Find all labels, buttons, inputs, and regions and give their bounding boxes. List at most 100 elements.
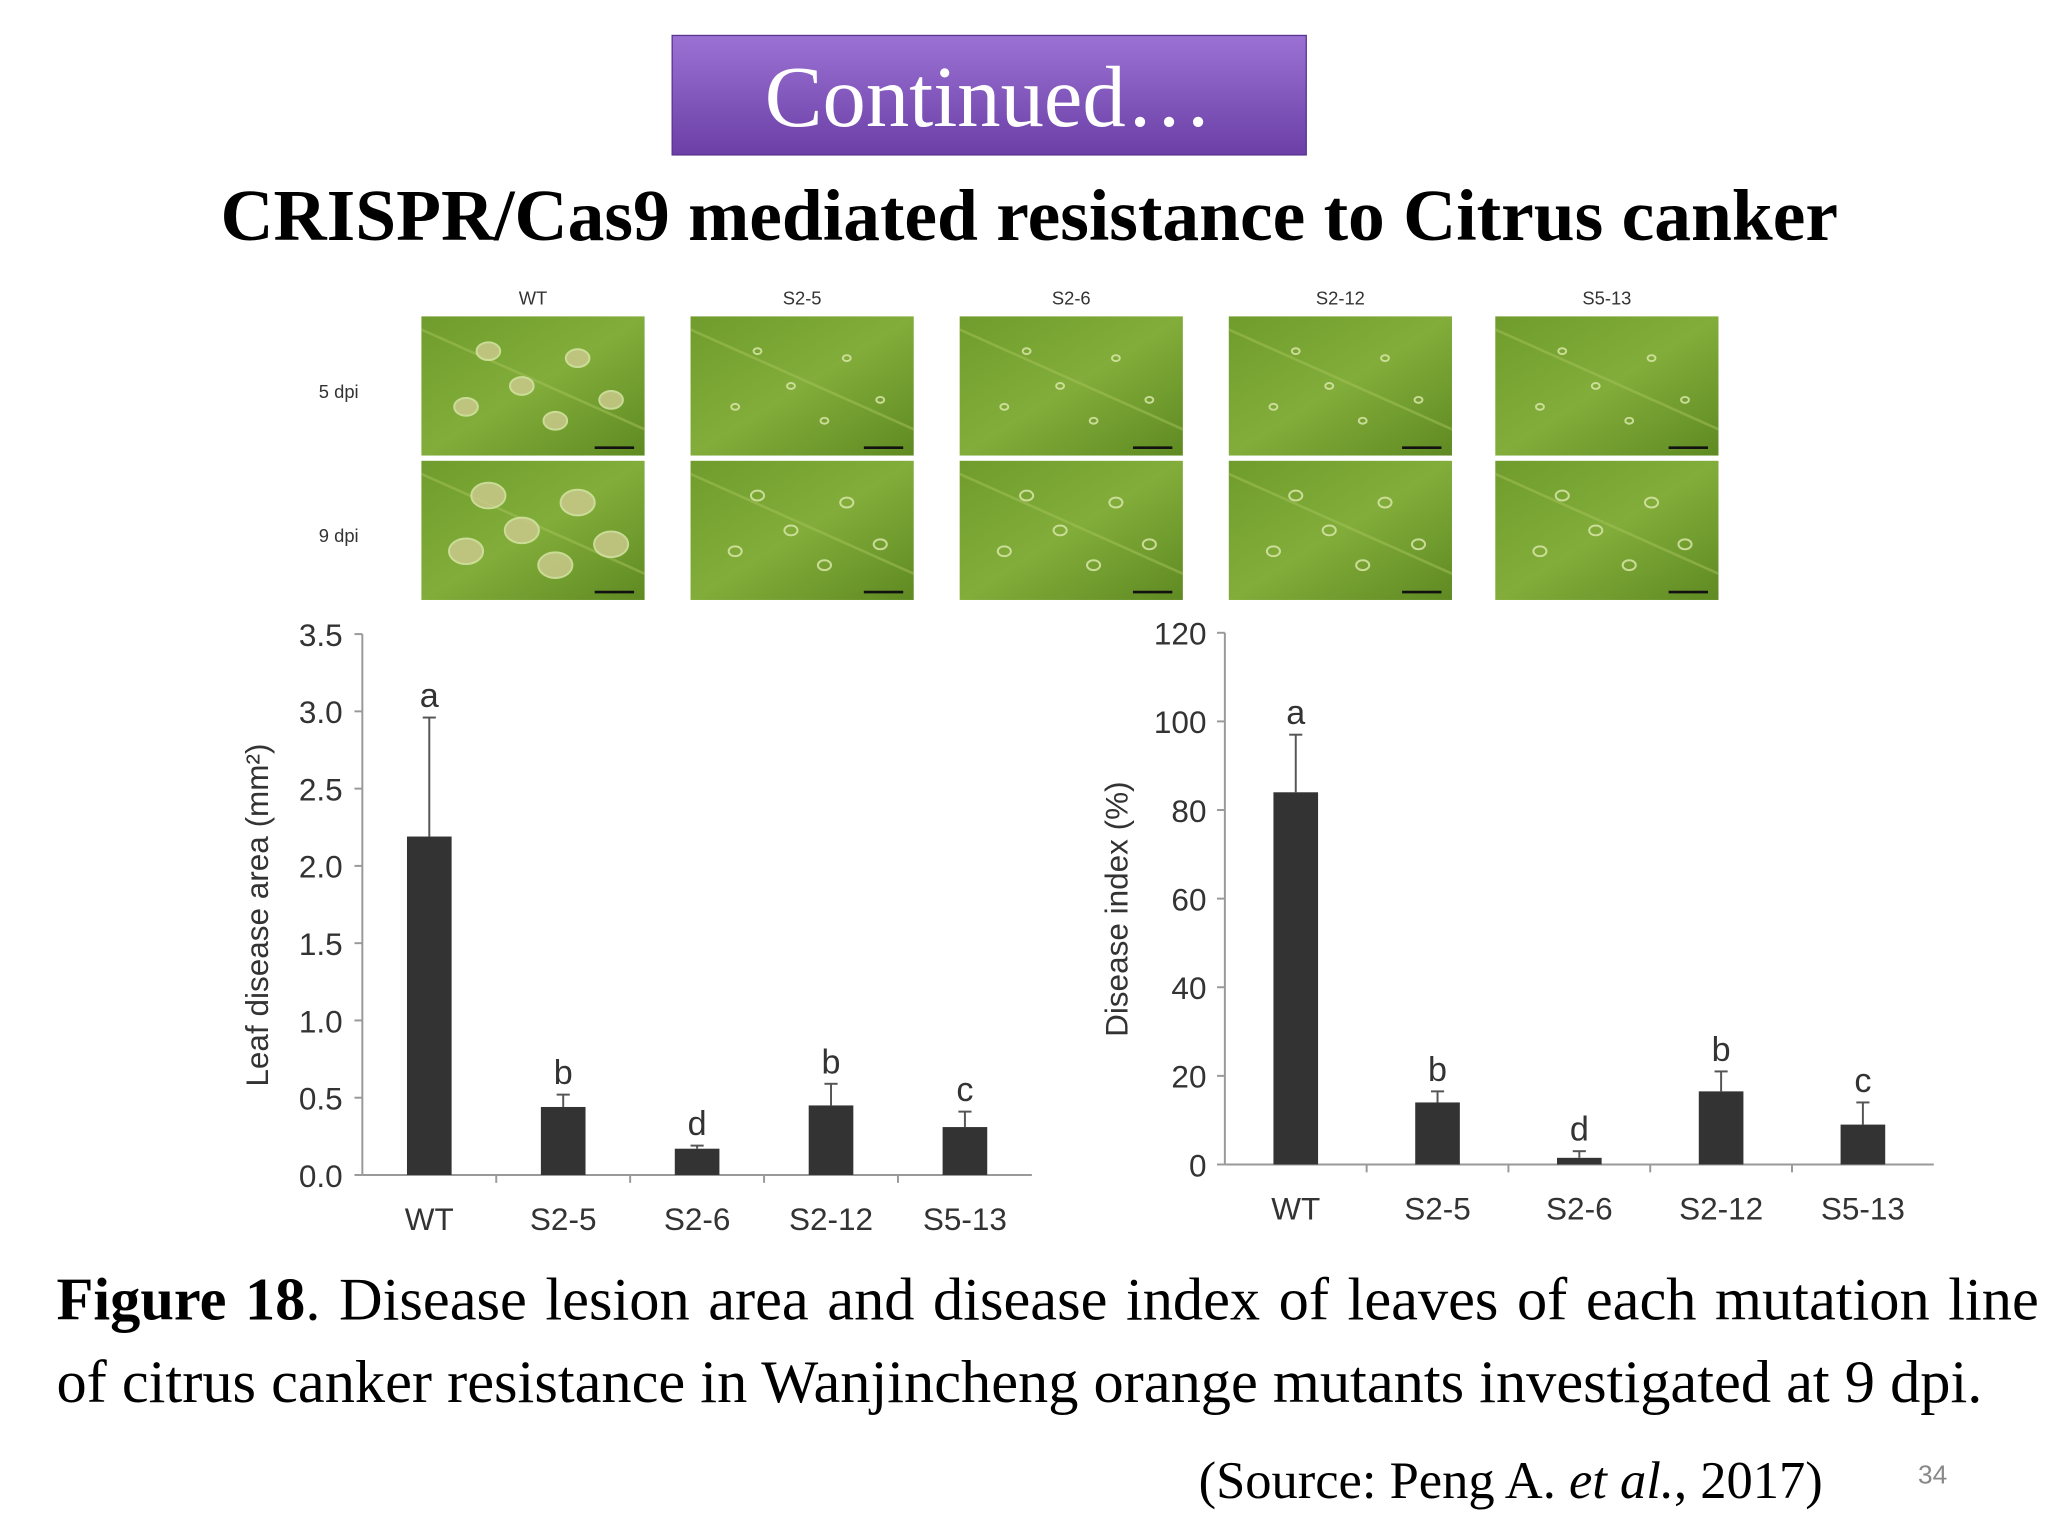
leaf-photo <box>1228 460 1452 600</box>
lesion <box>999 402 1010 411</box>
y-tick-label: 0.5 <box>299 1081 343 1117</box>
lesion <box>1110 354 1121 363</box>
significance-letter: b <box>554 1054 573 1092</box>
leaf-vein <box>1228 328 1453 431</box>
leaf-vein <box>1494 472 1720 575</box>
lesion <box>1532 545 1548 558</box>
y-tick-label: 100 <box>1154 704 1207 740</box>
lesion <box>1624 416 1635 425</box>
bar <box>1415 1102 1460 1165</box>
lesion <box>1321 524 1337 537</box>
lesion <box>1554 489 1570 502</box>
bar <box>406 836 452 1175</box>
y-tick-label: 120 <box>1154 616 1207 652</box>
lesion <box>1621 559 1637 572</box>
photo-column-label: S2-5 <box>783 288 822 309</box>
leaf-photo <box>959 460 1183 600</box>
lesion <box>453 396 479 417</box>
lesion <box>1357 416 1368 425</box>
lesion <box>1590 382 1601 390</box>
lesion <box>1086 559 1102 572</box>
x-tick-label: S2-12 <box>789 1201 873 1237</box>
bar-chart: 0 20 40 60 80 100 120 Disease index (%) a WT b S2-5… <box>1099 616 1934 1227</box>
leaf-photo <box>959 316 1183 456</box>
significance-letter: b <box>1428 1051 1447 1089</box>
lesion <box>749 489 766 502</box>
lesion <box>1268 402 1279 411</box>
photo-column-label: S5-13 <box>1582 288 1631 309</box>
lesion <box>448 537 485 566</box>
source-italic: et al. <box>1569 1452 1674 1510</box>
lesion <box>872 538 888 551</box>
lesion <box>564 348 591 368</box>
bar <box>1840 1124 1886 1165</box>
y-tick-label: 0 <box>1189 1147 1207 1183</box>
leaf-vein <box>420 328 646 431</box>
significance-letter: a <box>1286 694 1305 732</box>
lesion <box>839 496 855 509</box>
lesion <box>783 524 799 537</box>
lesion <box>1646 354 1657 363</box>
lesion <box>509 376 535 396</box>
photo-column-label: S2-6 <box>1052 288 1091 309</box>
lesion <box>1410 538 1427 551</box>
banner-box <box>671 34 1307 156</box>
photo-row-label: 9 dpi <box>319 525 359 546</box>
y-tick-label: 0.0 <box>299 1158 343 1194</box>
caption: Figure 18. Disease lesion area and disea… <box>56 1258 2038 1423</box>
bar <box>1698 1091 1744 1165</box>
lesion <box>841 354 852 363</box>
x-tick-label: WT <box>1271 1191 1320 1227</box>
leaf-photo <box>1495 460 1719 600</box>
lesion <box>1643 496 1660 509</box>
x-tick-label: S5-13 <box>923 1201 1007 1237</box>
charts: 0.0 0.5 1.0 1.5 2.0 2.5 3.0 3.5 Leaf disease are… <box>239 616 1934 1237</box>
y-axis-label: Disease index (%) <box>1099 781 1135 1037</box>
significance-letter: b <box>1712 1031 1731 1069</box>
y-tick-label: 1.5 <box>299 926 343 962</box>
y-tick-label: 60 <box>1171 881 1206 917</box>
bar <box>540 1106 586 1175</box>
lesion <box>1108 496 1124 509</box>
lesion <box>1019 489 1035 502</box>
lesion <box>559 488 596 517</box>
significance-letter: c <box>1854 1062 1871 1100</box>
photo-panel: WT S2-5 S2-6 S2-12 S5-13 5 dpi 9 dpi <box>319 288 1720 600</box>
photo-column-label: WT <box>519 288 548 309</box>
lesion <box>1324 382 1335 390</box>
lesion <box>1141 538 1157 551</box>
photo-row-label: 5 dpi <box>319 381 359 402</box>
leaf-vein <box>1228 472 1453 575</box>
leaf-vein <box>690 328 915 431</box>
y-tick-label: 3.5 <box>299 617 343 653</box>
caption-label: Figure 18 <box>56 1265 306 1333</box>
lesion <box>752 347 763 356</box>
y-tick-label: 80 <box>1171 793 1206 829</box>
lesion <box>475 341 502 362</box>
lesion <box>593 530 630 559</box>
source: (Source: Peng A. et al., 2017) <box>1199 1452 1823 1510</box>
lesion <box>1557 347 1568 356</box>
source-prefix: (Source: Peng A. <box>1199 1452 1569 1510</box>
x-tick-label: S5-13 <box>1821 1191 1905 1227</box>
lesion <box>816 559 832 572</box>
lesion <box>503 516 540 545</box>
source-suffix: , 2017) <box>1674 1452 1823 1510</box>
bar-chart: 0.0 0.5 1.0 1.5 2.0 2.5 3.0 3.5 Leaf disease are… <box>239 617 1032 1237</box>
lesion <box>1144 395 1155 404</box>
y-axis-label: Leaf disease area (mm²) <box>239 743 275 1086</box>
banner-text: Continued… <box>765 49 1213 145</box>
significance-letter: b <box>822 1043 841 1081</box>
y-tick-label: 2.0 <box>299 849 343 885</box>
bar <box>808 1105 854 1175</box>
leaf-vein <box>959 472 1184 575</box>
x-tick-label: S2-12 <box>1679 1191 1763 1227</box>
y-tick-label: 1.0 <box>299 1003 343 1039</box>
bar <box>1557 1157 1602 1165</box>
leaf-vein <box>690 472 915 575</box>
x-tick-label: S2-5 <box>1404 1191 1471 1227</box>
lesion <box>1535 402 1545 411</box>
lesion <box>996 545 1012 558</box>
lesion <box>537 551 574 579</box>
lesion <box>1380 354 1390 363</box>
